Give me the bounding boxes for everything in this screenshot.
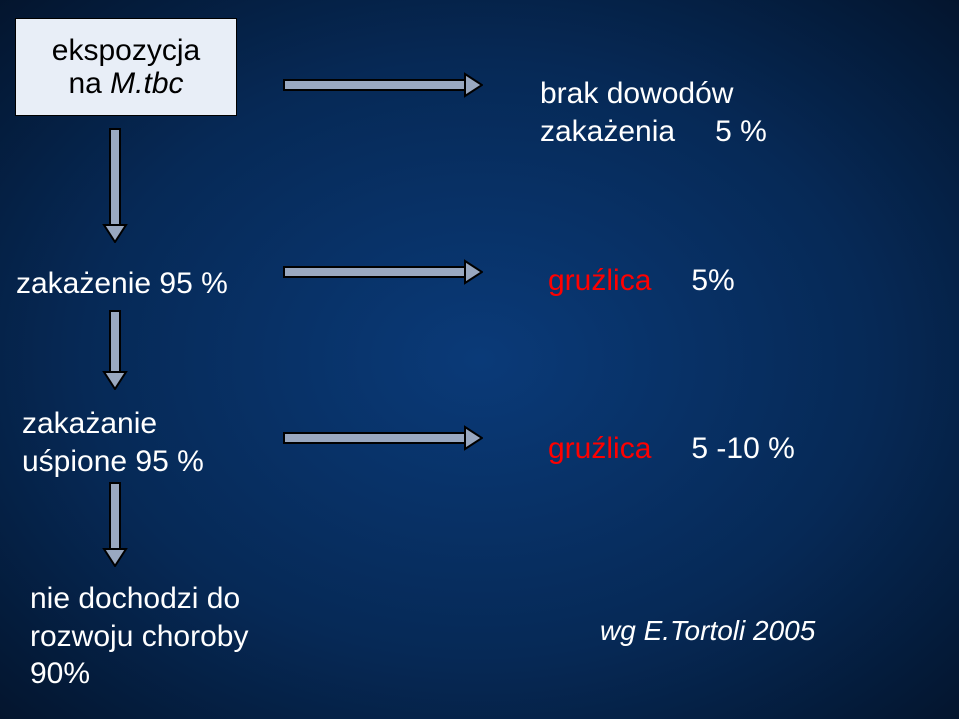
diagram-stage: ekspozycja na M.tbc zakażenie 95 % zakaż…: [0, 0, 959, 719]
a-h-mid: [283, 259, 483, 285]
a-h-low: [283, 425, 483, 451]
a-h-top: [283, 72, 483, 98]
a-v-3: [102, 482, 128, 567]
a-v-2: [102, 310, 128, 390]
a-v-1: [102, 128, 128, 243]
arrow-layer: [0, 0, 959, 719]
